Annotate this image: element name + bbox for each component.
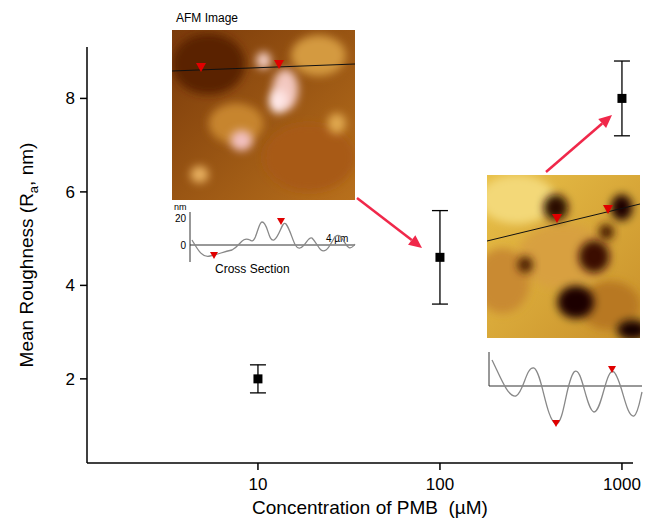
afm-feature (518, 257, 533, 273)
afm-feature (172, 33, 245, 94)
chart-root: 2 4 6 8 10 100 1000 Concentration of PMB (µM) Me… (0, 0, 645, 522)
cs-axis (489, 352, 490, 386)
cursor-marker (552, 214, 562, 223)
arrow-head (598, 115, 612, 128)
plot-marks (250, 61, 630, 393)
y-axis-title: Mean Roughness (Ra, nm) (16, 143, 41, 368)
error-bar (614, 61, 630, 136)
error-cap (432, 210, 448, 211)
afm-feature (579, 240, 610, 273)
cs-profile (192, 222, 355, 256)
afm-feature (487, 175, 556, 224)
cs-tick: 0 (180, 240, 186, 251)
cursor-marker (552, 420, 560, 427)
x-tick (439, 463, 441, 470)
afm-image (172, 30, 355, 200)
afm-image (487, 175, 640, 338)
afm-feature (190, 166, 208, 183)
afm-feature (599, 224, 614, 240)
y-tick-label: 6 (66, 183, 75, 202)
cursor-marker (608, 366, 616, 373)
afm-feature (557, 286, 594, 319)
error-cap (250, 364, 266, 365)
x-tick (257, 463, 259, 470)
error-cap (614, 60, 630, 61)
cursor-marker (274, 60, 284, 69)
x-tick-label: 10 (248, 475, 267, 494)
x-tick-label: 100 (426, 475, 454, 494)
afm-feature (291, 35, 346, 76)
x-tick-label: 1000 (603, 475, 641, 494)
x-axis-title: Concentration of PMB (µM) (252, 497, 488, 518)
y-tick (80, 191, 87, 193)
y-tick-label: 8 (66, 89, 75, 108)
arrow-line (546, 123, 602, 172)
y-tick-label: 4 (66, 276, 75, 295)
inset-title: AFM Image (176, 11, 238, 25)
afm-scan-line (487, 204, 640, 241)
y-axis-line (86, 47, 88, 463)
cs-caption: Cross Section (215, 262, 290, 276)
error-cap (432, 303, 448, 304)
y-title-part: Mean Roughness (R (16, 193, 37, 367)
cursor-marker (196, 63, 206, 72)
afm-feature (269, 90, 287, 114)
data-point (435, 253, 444, 262)
arrow-line (357, 198, 412, 240)
afm-feature (231, 130, 253, 150)
y-tick-label: 2 (66, 370, 75, 389)
y-tick (80, 285, 87, 287)
error-cap (614, 135, 630, 136)
y-title-part: , nm) (16, 143, 37, 186)
x-axis-line (87, 462, 633, 464)
afm-scan-line (172, 64, 355, 71)
cs-axis (190, 212, 191, 262)
x-tick (621, 463, 623, 470)
cs-tick: 20 (175, 213, 187, 224)
afm-feature (518, 224, 610, 289)
cs-unit: nm (174, 202, 187, 212)
afm-feature (617, 320, 640, 338)
y-tick (80, 378, 87, 380)
error-cap (250, 392, 266, 393)
cursor-marker (603, 205, 613, 214)
arrow-head (408, 235, 422, 248)
error-bar (432, 211, 448, 304)
cursor-marker (210, 252, 218, 259)
data-point (617, 94, 626, 103)
afm-ground (172, 30, 355, 200)
afm-feature (611, 195, 632, 221)
data-point (253, 374, 262, 383)
afm-feature (264, 124, 356, 192)
cs-profile (492, 360, 642, 424)
y-tick (80, 98, 87, 100)
error-bar (250, 365, 266, 393)
afm-feature (256, 52, 271, 69)
cursor-marker (277, 218, 285, 225)
afm-feature (328, 113, 346, 133)
cs-baseline (489, 386, 642, 387)
